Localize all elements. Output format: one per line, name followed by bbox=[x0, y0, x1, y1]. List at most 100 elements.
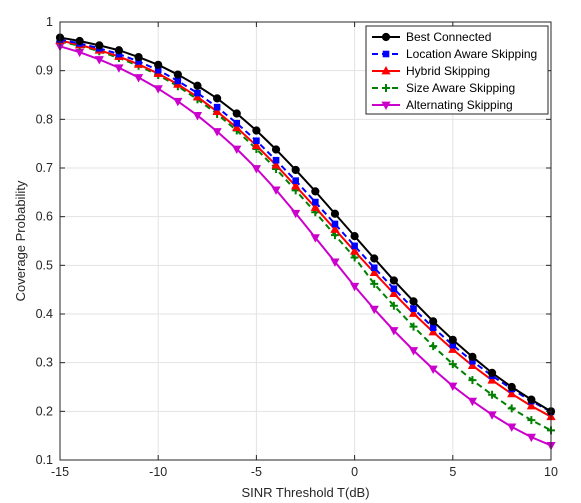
data-point-alternating-skipping bbox=[428, 365, 438, 374]
data-point-location-aware-skipping bbox=[194, 89, 201, 97]
data-point-best-connected bbox=[193, 81, 202, 90]
data-point-hybrid-skipping bbox=[271, 160, 281, 169]
legend-label: Hybrid Skipping bbox=[406, 64, 490, 78]
data-point-hybrid-skipping bbox=[507, 388, 517, 398]
data-point-best-connected bbox=[75, 36, 84, 46]
data-point-size-aware-skipping bbox=[527, 416, 536, 425]
data-point-hybrid-skipping bbox=[487, 375, 497, 384]
data-point-hybrid-skipping bbox=[330, 224, 340, 233]
data-point-alternating-skipping bbox=[271, 186, 281, 195]
data-point-hybrid-skipping bbox=[408, 308, 419, 317]
data-point-location-aware-skipping bbox=[429, 324, 437, 331]
ticks: -15 -10 -5 0 5 10 0.1 0.2 0.3 0.4 0.5 0.6 0.7 0.8 0.9 1 bbox=[36, 15, 558, 479]
data-point-alternating-skipping bbox=[94, 56, 104, 65]
data-point-size-aware-skipping bbox=[488, 390, 497, 399]
x-axis-label: SINR Threshold T(dB) bbox=[241, 485, 369, 500]
data-point-location-aware-skipping bbox=[370, 264, 378, 272]
data-point-hybrid-skipping bbox=[232, 122, 242, 132]
data-point-best-connected bbox=[311, 187, 320, 196]
grid bbox=[59, 21, 552, 461]
data-point-best-connected bbox=[448, 335, 457, 344]
x-tick-label: 5 bbox=[449, 465, 456, 479]
data-point-alternating-skipping bbox=[526, 433, 536, 443]
y-tick-label: 0.8 bbox=[36, 112, 53, 126]
x-tick-label: 10 bbox=[544, 465, 558, 479]
data-point-alternating-skipping bbox=[369, 305, 379, 315]
data-point-alternating-skipping bbox=[408, 347, 419, 356]
y-tick-label: 1 bbox=[46, 15, 53, 29]
data-point-location-aware-skipping bbox=[154, 66, 162, 74]
y-tick-label: 0.2 bbox=[36, 404, 53, 418]
y-tick-label: 0.4 bbox=[36, 307, 53, 321]
data-point-best-connected bbox=[370, 254, 379, 263]
legend-label: Alternating Skipping bbox=[406, 98, 513, 112]
data-point-alternating-skipping bbox=[467, 397, 478, 407]
data-point-alternating-skipping bbox=[507, 423, 517, 432]
data-point-alternating-skipping bbox=[448, 382, 458, 392]
data-point-hybrid-skipping bbox=[526, 400, 536, 410]
data-point-location-aware-skipping bbox=[331, 220, 339, 228]
data-point-best-connected bbox=[330, 209, 340, 218]
y-tick-label: 0.1 bbox=[36, 453, 53, 467]
data-point-size-aware-skipping bbox=[389, 301, 398, 310]
series-alternating-skipping bbox=[55, 42, 556, 451]
legend-marker bbox=[381, 32, 391, 42]
legend-label: Location Aware Skipping bbox=[406, 47, 537, 61]
data-point-best-connected bbox=[468, 352, 477, 361]
data-point-location-aware-skipping bbox=[272, 156, 280, 164]
data-point-alternating-skipping bbox=[133, 74, 144, 83]
legend-marker bbox=[381, 101, 391, 110]
data-point-location-aware-skipping bbox=[213, 103, 221, 111]
y-tick-label: 0.5 bbox=[36, 258, 53, 272]
legend: Best Connected Location Aware Skipping Hyb… bbox=[365, 25, 549, 115]
data-point-size-aware-skipping bbox=[507, 404, 516, 413]
legend-item-alternating-skipping: Alternating Skipping bbox=[372, 98, 513, 112]
data-point-best-connected bbox=[232, 109, 241, 118]
data-point-alternating-skipping bbox=[487, 411, 497, 420]
data-point-best-connected bbox=[114, 46, 124, 55]
data-point-size-aware-skipping bbox=[448, 360, 457, 369]
data-point-best-connected bbox=[389, 276, 398, 285]
y-tick-label: 0.3 bbox=[36, 356, 53, 370]
data-point-size-aware-skipping bbox=[468, 376, 477, 385]
data-point-alternating-skipping bbox=[291, 209, 301, 219]
legend-item-best-connected: Best Connected bbox=[372, 30, 491, 44]
legend-marker bbox=[382, 84, 390, 92]
data-point-alternating-skipping bbox=[173, 97, 183, 107]
x-tick-label: -5 bbox=[251, 465, 262, 479]
legend-marker bbox=[381, 66, 391, 75]
data-point-location-aware-skipping bbox=[410, 305, 417, 312]
y-axis-label: Coverage Probability bbox=[13, 180, 28, 301]
data-point-location-aware-skipping bbox=[312, 198, 319, 206]
data-point-alternating-skipping bbox=[350, 282, 360, 292]
y-tick-label: 0.7 bbox=[36, 161, 53, 175]
series-layer bbox=[55, 33, 556, 451]
data-point-hybrid-skipping bbox=[448, 344, 458, 353]
data-point-best-connected bbox=[487, 368, 497, 377]
data-point-hybrid-skipping bbox=[428, 327, 438, 336]
data-point-alternating-skipping bbox=[310, 234, 320, 243]
data-point-location-aware-skipping bbox=[449, 341, 457, 349]
data-point-size-aware-skipping bbox=[350, 253, 359, 262]
data-point-best-connected bbox=[409, 297, 418, 306]
y-tick-label: 0.6 bbox=[36, 210, 53, 224]
legend-marker bbox=[382, 50, 390, 58]
data-point-size-aware-skipping bbox=[429, 342, 438, 351]
data-point-best-connected bbox=[173, 70, 182, 79]
data-point-best-connected bbox=[350, 232, 359, 241]
legend-label: Size Aware Skipping bbox=[406, 81, 515, 95]
data-point-location-aware-skipping bbox=[174, 77, 182, 85]
data-point-best-connected bbox=[134, 52, 143, 62]
series-line-size-aware-skipping bbox=[59, 40, 552, 432]
data-point-hybrid-skipping bbox=[350, 246, 360, 255]
legend-item-location-aware-skipping: Location Aware Skipping bbox=[372, 47, 537, 61]
data-point-alternating-skipping bbox=[251, 165, 261, 174]
legend-item-hybrid-skipping: Hybrid Skipping bbox=[372, 64, 490, 78]
data-point-hybrid-skipping bbox=[369, 267, 379, 277]
data-point-alternating-skipping bbox=[192, 112, 203, 121]
data-point-alternating-skipping bbox=[212, 128, 222, 137]
plot-frame bbox=[59, 21, 552, 461]
data-point-hybrid-skipping bbox=[251, 140, 261, 150]
x-tick-label: 0 bbox=[351, 465, 358, 479]
